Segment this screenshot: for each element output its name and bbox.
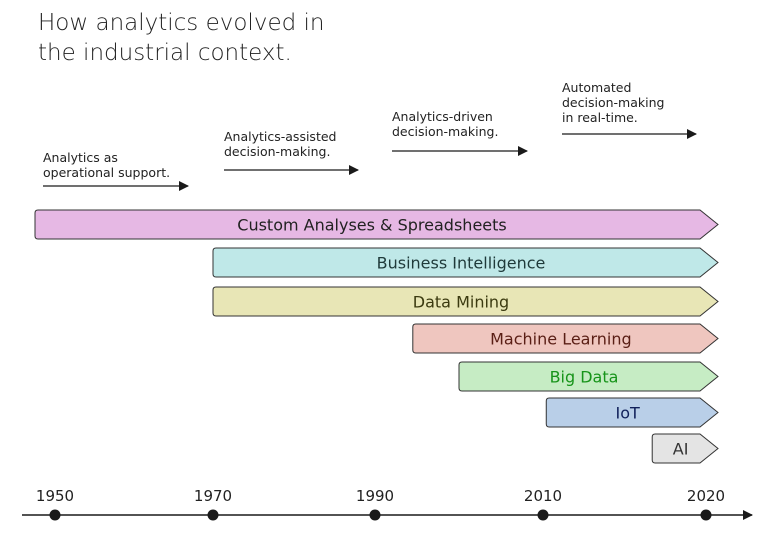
bar-ai: AI bbox=[651, 433, 719, 464]
bar-shape bbox=[34, 209, 719, 240]
bar-iot: IoT bbox=[545, 397, 719, 428]
era-2-line-1: Analytics-assisted bbox=[224, 129, 336, 144]
bar-shape bbox=[545, 397, 719, 428]
bar-label: IoT bbox=[615, 404, 640, 423]
era-4-line-1: Automated bbox=[562, 80, 631, 95]
technology-bars: Custom Analyses & Spreadsheets Business I… bbox=[34, 209, 719, 464]
bar-shape bbox=[412, 323, 719, 354]
era-1-line-1: Analytics as bbox=[43, 150, 118, 165]
timeline-label-2020: 2020 bbox=[687, 487, 725, 505]
era-2-line-2: decision-making. bbox=[224, 144, 330, 159]
timeline-label-1990: 1990 bbox=[356, 487, 394, 505]
page-title: How analytics evolved in the industrial … bbox=[38, 8, 324, 68]
bar-label: Custom Analyses & Spreadsheets bbox=[237, 216, 506, 235]
bar-shape bbox=[458, 361, 719, 392]
timeline-label-1950: 1950 bbox=[36, 487, 74, 505]
timeline-dot-2010 bbox=[537, 509, 549, 521]
timeline-dot-1990 bbox=[369, 509, 381, 521]
era-4-line-3: in real-time. bbox=[562, 110, 638, 125]
title-line-2: the industrial context. bbox=[38, 40, 292, 66]
bar-shape bbox=[651, 433, 719, 464]
timeline-axis: 1950 1970 1990 2010 2020 bbox=[22, 487, 753, 521]
era-1-line-2: operational support. bbox=[43, 165, 170, 180]
bar-label: Machine Learning bbox=[490, 330, 632, 349]
timeline-dot-2020 bbox=[700, 509, 712, 521]
bar-custom-analyses-spreadsheets: Custom Analyses & Spreadsheets bbox=[34, 209, 719, 240]
bar-big-data: Big Data bbox=[458, 361, 719, 392]
bar-machine-learning: Machine Learning bbox=[412, 323, 719, 354]
bar-business-intelligence: Business Intelligence bbox=[212, 247, 719, 278]
bar-label: AI bbox=[673, 440, 689, 459]
era-3-line-1: Analytics-driven bbox=[392, 109, 493, 124]
bar-label: Business Intelligence bbox=[377, 254, 546, 273]
title-line-1: How analytics evolved in bbox=[38, 10, 325, 36]
timeline-label-2010: 2010 bbox=[524, 487, 562, 505]
timeline-label-1970: 1970 bbox=[194, 487, 232, 505]
bar-label: Data Mining bbox=[413, 293, 509, 312]
bar-label: Big Data bbox=[550, 368, 619, 387]
timeline-dot-1950 bbox=[49, 509, 61, 521]
bar-data-mining: Data Mining bbox=[212, 286, 719, 317]
era-3-line-2: decision-making. bbox=[392, 124, 498, 139]
bar-shape bbox=[212, 247, 719, 278]
timeline-dot-1970 bbox=[207, 509, 219, 521]
bar-shape bbox=[212, 286, 719, 317]
era-4-line-2: decision-making bbox=[562, 95, 664, 110]
